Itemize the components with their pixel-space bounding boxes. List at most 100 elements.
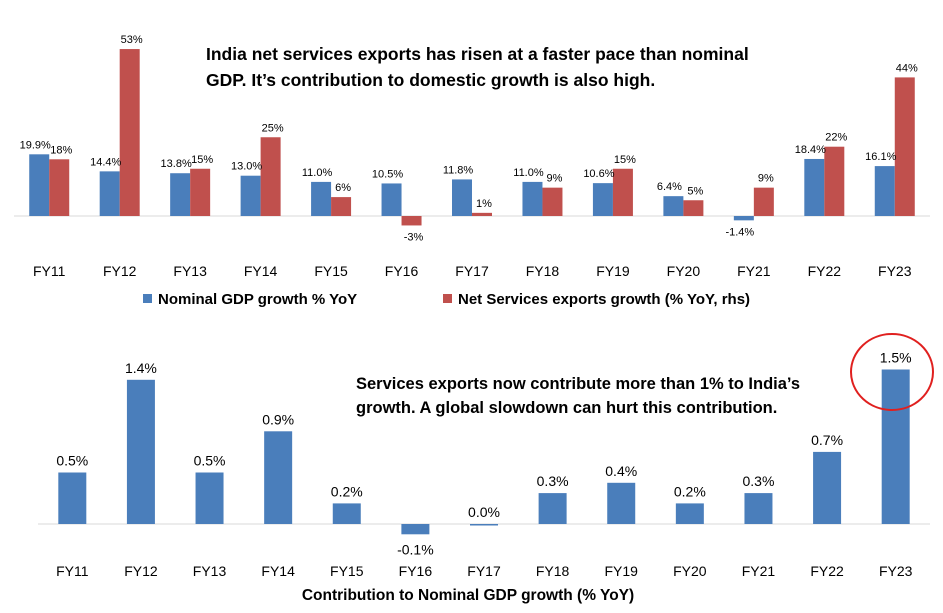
top-tick-fy23: FY23 bbox=[878, 263, 912, 279]
top-bar-gdp-fy14 bbox=[240, 175, 261, 216]
bottom-tick-fy14: FY14 bbox=[261, 563, 295, 579]
top-bar-services-fy23 bbox=[894, 77, 915, 217]
bottom-label-fy14: 0.9% bbox=[262, 411, 294, 427]
top-label-services-fy12: 53% bbox=[121, 34, 143, 46]
bottom-label-fy20: 0.2% bbox=[674, 483, 706, 499]
top-bar-services-fy13 bbox=[190, 168, 211, 216]
top-tick-fy18: FY18 bbox=[526, 263, 560, 279]
bottom-tick-fy22: FY22 bbox=[810, 563, 844, 579]
top-tick-fy13: FY13 bbox=[173, 263, 207, 279]
top-label-services-fy17: 1% bbox=[476, 198, 492, 210]
legend-label-net-services: Net Services exports growth (% YoY, rhs) bbox=[458, 291, 750, 308]
top-bar-services-fy21 bbox=[753, 187, 774, 216]
bottom-tick-fy16: FY16 bbox=[399, 563, 433, 579]
top-label-gdp-fy13: 13.8% bbox=[161, 158, 192, 170]
top-tick-fy11: FY11 bbox=[33, 263, 66, 279]
top-tick-fy14: FY14 bbox=[244, 263, 278, 279]
top-label-gdp-fy22: 18.4% bbox=[795, 144, 826, 156]
bottom-label-fy12: 1.4% bbox=[125, 360, 157, 376]
top-tick-fy20: FY20 bbox=[667, 263, 701, 279]
top-bar-services-fy12 bbox=[119, 49, 140, 216]
top-bar-gdp-fy22 bbox=[804, 158, 825, 216]
bottom-bar-fy14 bbox=[264, 431, 293, 524]
top-label-gdp-fy14: 13.0% bbox=[231, 161, 262, 173]
top-label-gdp-fy20: 6.4% bbox=[657, 181, 682, 193]
top-label-gdp-fy11: 19.9% bbox=[20, 139, 51, 151]
bottom-bar-fy16 bbox=[401, 524, 430, 535]
top-label-gdp-fy18: 11.0% bbox=[513, 167, 544, 179]
top-label-services-fy18: 9% bbox=[547, 173, 563, 185]
bottom-tick-fy19: FY19 bbox=[604, 563, 638, 579]
top-bar-gdp-fy16 bbox=[381, 183, 402, 216]
top-tick-fy16: FY16 bbox=[385, 263, 419, 279]
top-label-services-fy13: 15% bbox=[191, 154, 213, 166]
legend-swatch-nominal-gdp bbox=[143, 294, 152, 303]
bottom-bar-fy22 bbox=[813, 451, 842, 524]
bottom-bar-fy11 bbox=[58, 472, 87, 524]
bottom-tick-fy18: FY18 bbox=[536, 563, 570, 579]
top-bar-services-fy18 bbox=[542, 187, 563, 216]
top-label-services-fy11: 18% bbox=[50, 144, 72, 156]
bottom-label-fy18: 0.3% bbox=[537, 473, 569, 489]
bottom-label-fy13: 0.5% bbox=[194, 453, 226, 469]
bottom-bar-fy13 bbox=[195, 472, 224, 524]
bottom-label-fy11: 0.5% bbox=[56, 453, 88, 469]
top-bar-gdp-fy19 bbox=[592, 183, 613, 216]
top-bar-gdp-fy21 bbox=[733, 216, 754, 221]
top-bar-services-fy14 bbox=[260, 137, 281, 216]
bottom-tick-fy11: FY11 bbox=[56, 563, 89, 579]
top-label-gdp-fy16: 10.5% bbox=[372, 168, 403, 180]
top-bar-gdp-fy12 bbox=[99, 171, 120, 216]
top-bar-services-fy15 bbox=[331, 197, 352, 216]
bottom-bar-fy19 bbox=[607, 482, 636, 524]
legend-label-nominal-gdp: Nominal GDP growth % YoY bbox=[158, 291, 357, 308]
bottom-bar-fy15 bbox=[332, 503, 361, 524]
bottom-tick-fy15: FY15 bbox=[330, 563, 364, 579]
top-bar-gdp-fy11 bbox=[29, 154, 50, 216]
top-tick-fy22: FY22 bbox=[808, 263, 842, 279]
top-bar-gdp-fy15 bbox=[311, 181, 332, 216]
top-bar-gdp-fy20 bbox=[663, 196, 684, 216]
top-bar-services-fy22 bbox=[824, 146, 845, 216]
top-chart: 19.9% 18%14.4%53%13.8% 15%13.0%25%11.0%6%1… bbox=[14, 34, 930, 308]
top-label-services-fy14: 25% bbox=[262, 122, 284, 134]
top-label-services-fy22: 22% bbox=[825, 132, 847, 144]
top-label-services-fy23: 44% bbox=[896, 62, 918, 74]
top-label-gdp-fy23: 16.1% bbox=[865, 151, 896, 163]
top-tick-fy17: FY17 bbox=[455, 263, 489, 279]
top-label-gdp-fy15: 11.0% bbox=[302, 167, 333, 179]
top-tick-fy12: FY12 bbox=[103, 263, 137, 279]
bottom-annotation-line-2: growth. A global slowdown can hurt this … bbox=[356, 399, 777, 417]
highlight-circle-fy23 bbox=[850, 333, 934, 411]
bottom-label-fy16: -0.1% bbox=[397, 541, 434, 557]
top-bar-gdp-fy23 bbox=[874, 166, 895, 216]
bottom-tick-fy13: FY13 bbox=[193, 563, 227, 579]
bottom-tick-fy17: FY17 bbox=[467, 563, 501, 579]
top-bar-services-fy19 bbox=[612, 168, 633, 216]
legend-swatch-net-services bbox=[443, 294, 452, 303]
bottom-tick-fy21: FY21 bbox=[742, 563, 776, 579]
bottom-label-fy22: 0.7% bbox=[811, 432, 843, 448]
top-bar-gdp-fy18 bbox=[522, 181, 543, 216]
top-tick-fy19: FY19 bbox=[596, 263, 630, 279]
bottom-tick-fy12: FY12 bbox=[124, 563, 158, 579]
top-label-services-fy20: 5% bbox=[687, 185, 703, 197]
bottom-bar-fy18 bbox=[538, 493, 567, 524]
top-bar-services-fy11 bbox=[49, 159, 70, 216]
top-label-gdp-fy12: 14.4% bbox=[90, 156, 121, 168]
top-tick-fy15: FY15 bbox=[314, 263, 348, 279]
top-label-services-fy21: 9% bbox=[758, 173, 774, 185]
top-label-gdp-fy17: 11.8% bbox=[443, 164, 474, 176]
legend: Nominal GDP growth % YoY Net Services ex… bbox=[143, 291, 750, 308]
top-chart-title-line-1: India net services exports has risen at … bbox=[206, 44, 749, 64]
top-bar-services-fy17 bbox=[472, 212, 492, 216]
top-bar-gdp-fy13 bbox=[170, 173, 191, 216]
top-label-services-fy16: -3% bbox=[404, 231, 424, 243]
top-bar-gdp-fy17 bbox=[452, 179, 472, 216]
top-label-services-fy15: 6% bbox=[335, 182, 351, 194]
bottom-label-fy15: 0.2% bbox=[331, 483, 363, 499]
bottom-bar-fy21 bbox=[744, 493, 773, 524]
bottom-bar-fy20 bbox=[675, 503, 704, 524]
bottom-label-fy17: 0.0% bbox=[468, 504, 500, 520]
